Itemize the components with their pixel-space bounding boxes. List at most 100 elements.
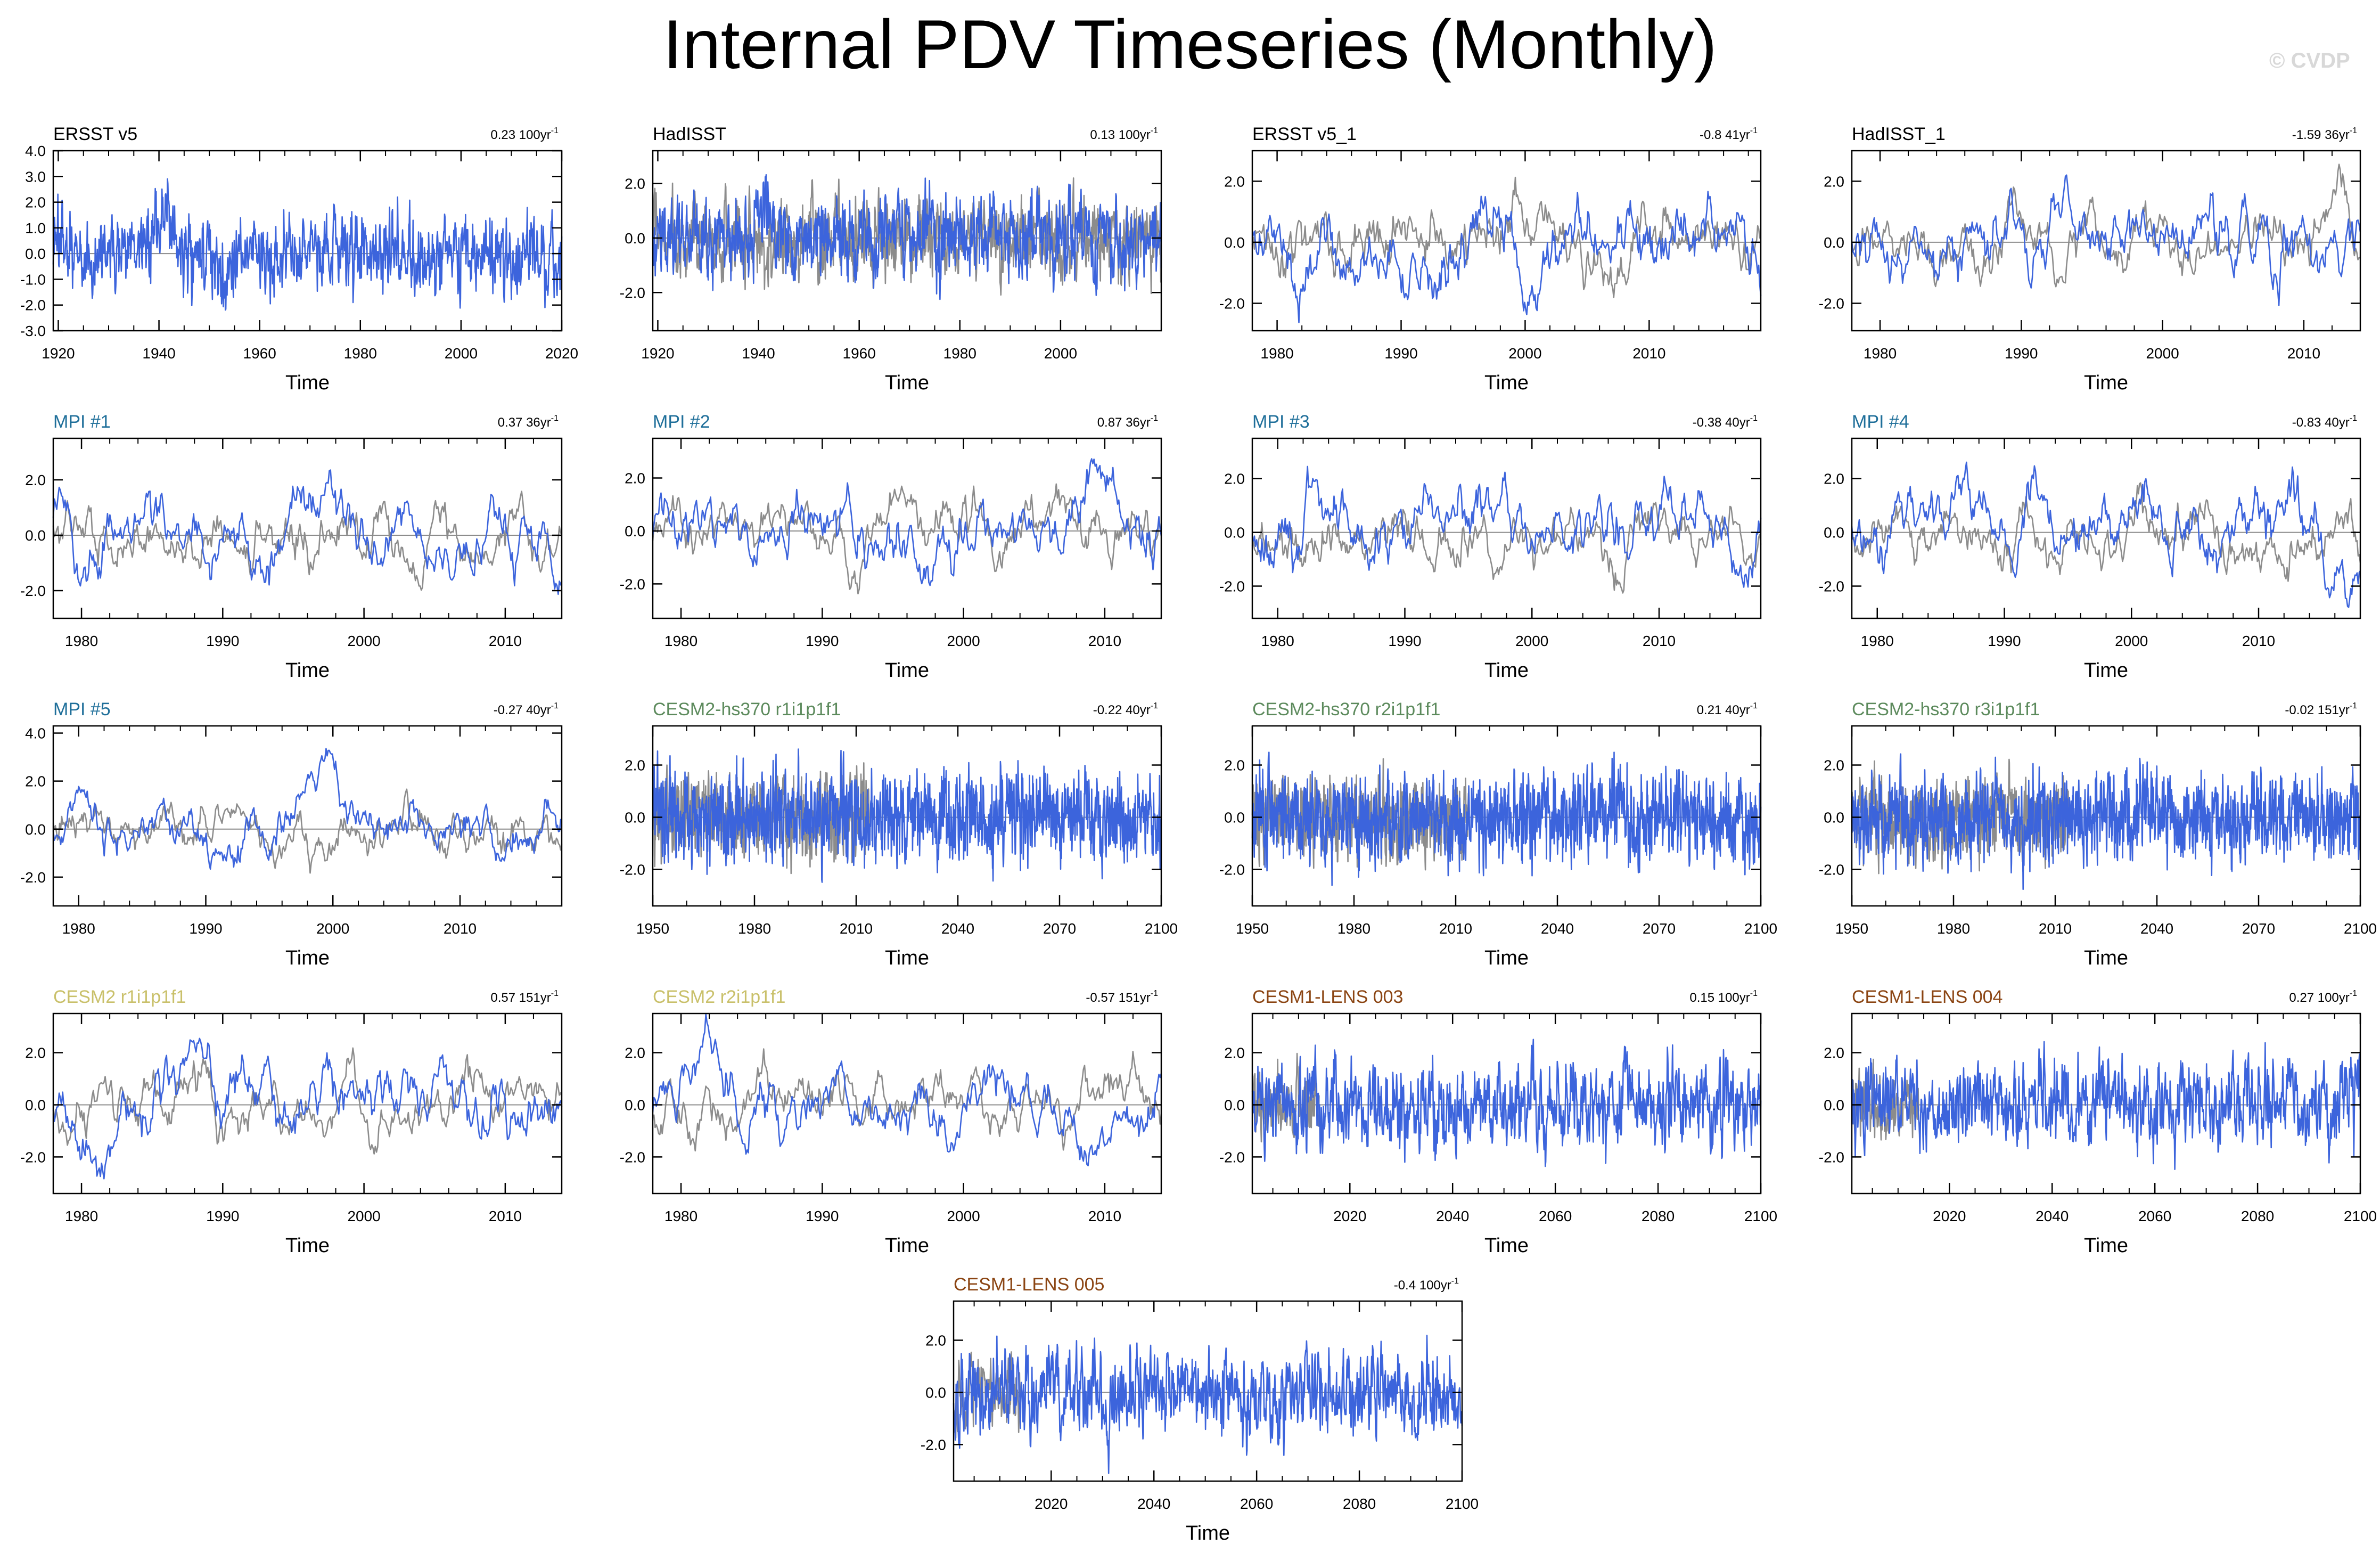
y-tick-label: 0.0	[1824, 234, 1844, 251]
y-tick-label: -2.0	[1819, 861, 1844, 878]
y-tick-label: 2.0	[1224, 173, 1245, 190]
trend-label: 0.21 40yr-1	[1697, 701, 1758, 717]
x-axis-label: Time	[1484, 372, 1529, 394]
x-tick-label: 2040	[2140, 920, 2173, 937]
panel-title: CESM1-LENS 005	[954, 1274, 1104, 1295]
x-tick-label: 2020	[1333, 1208, 1366, 1224]
x-tick-label: 1920	[641, 345, 674, 362]
plot-frame	[52, 725, 563, 907]
model-series-line	[1252, 465, 1762, 588]
y-tick-label: 2.0	[1824, 757, 1844, 773]
x-tick-label: 1980	[344, 345, 377, 362]
model-series-line	[1251, 191, 1762, 323]
y-tick-label: 2.0	[25, 194, 46, 211]
trend-label: 0.37 36yr-1	[498, 414, 559, 430]
x-tick-label: 2040	[1436, 1208, 1469, 1224]
x-tick-label: 2010	[1088, 1208, 1121, 1224]
x-axis-label: Time	[285, 659, 330, 682]
model-series-line	[52, 1037, 563, 1180]
x-tick-label: 2060	[2138, 1208, 2171, 1224]
panel-5: MPI #1 0.37 36yr-1 1980 1990 2000 2010 2.0 0.0 -…	[20, 412, 563, 682]
x-tick-label: 1990	[1384, 345, 1417, 362]
x-tick-label: 2100	[1145, 920, 1178, 937]
x-tick-label: 2010	[2287, 345, 2320, 362]
x-tick-label: 2100	[2344, 920, 2377, 937]
panel-title: CESM2-hs370 r2i1p1f1	[1252, 699, 1440, 720]
y-tick-label: 0.0	[625, 230, 645, 247]
y-tick-label: -2.0	[1219, 578, 1245, 594]
x-tick-label: 1920	[42, 345, 75, 362]
x-tick-label: 2000	[445, 345, 478, 362]
y-tick-label: 0.0	[1224, 525, 1245, 541]
x-tick-label: 2080	[1642, 1208, 1675, 1224]
panel-1: ERSST v5 0.23 100yr-1 1920 1940 1960 1980 2000…	[20, 124, 578, 394]
x-tick-label: 2070	[1643, 920, 1676, 937]
x-tick-label: 2000	[1515, 633, 1548, 649]
y-tick-label: -2.0	[20, 869, 46, 886]
y-tick-label: -2.0	[1819, 295, 1844, 312]
x-tick-label: 2100	[1446, 1495, 1479, 1512]
x-tick-label: 1980	[943, 345, 976, 362]
x-tick-label: 1960	[243, 345, 276, 362]
panel-17: CESM1-LENS 005 -0.4 100yr-1 2020 2040 2060 20…	[921, 1274, 1479, 1544]
y-tick-label: 2.0	[1824, 1044, 1844, 1061]
y-tick-label: 0.0	[625, 809, 645, 826]
x-tick-label: 1990	[806, 1208, 839, 1224]
x-tick-label: 1980	[1261, 633, 1294, 649]
x-tick-label: 2020	[1035, 1495, 1068, 1512]
y-tick-label: 4.0	[25, 725, 46, 742]
x-tick-label: 1980	[62, 920, 95, 937]
x-tick-label: 2010	[489, 633, 522, 649]
panel-title: HadISST	[653, 124, 726, 144]
x-tick-label: 1980	[1337, 920, 1370, 937]
trend-label: 0.23 100yr-1	[490, 126, 559, 142]
plot-frame	[52, 1012, 563, 1195]
x-tick-label: 2040	[2036, 1208, 2069, 1224]
x-tick-label: 2100	[1744, 920, 1777, 937]
y-tick-label: -2.0	[620, 576, 645, 592]
panel-title: CESM1-LENS 003	[1252, 987, 1403, 1007]
x-tick-label: 1980	[1861, 633, 1894, 649]
x-tick-label: 2100	[2344, 1208, 2377, 1224]
trend-label: -0.27 40yr-1	[494, 701, 559, 717]
x-tick-label: 1990	[189, 920, 222, 937]
x-axis-label: Time	[285, 947, 330, 969]
y-tick-label: 0.0	[25, 246, 46, 262]
panel-title: CESM2-hs370 r1i1p1f1	[653, 699, 841, 720]
trend-label: -0.57 151yr-1	[1086, 989, 1158, 1005]
x-tick-label: 1940	[742, 345, 775, 362]
plot-frame	[1251, 150, 1762, 332]
panel-3: ERSST v5_1 -0.8 41yr-1 1980 1990 2000 2010 2.0…	[1219, 124, 1762, 394]
panel-title: ERSST v5	[53, 124, 137, 144]
y-tick-label: 2.0	[1224, 1044, 1245, 1061]
x-tick-label: 2070	[2242, 920, 2275, 937]
y-tick-label: 2.0	[1224, 471, 1245, 487]
model-series-line	[1851, 174, 2361, 306]
model-series-line	[52, 178, 563, 311]
x-tick-label: 1990	[206, 1208, 239, 1224]
x-tick-label: 1980	[1260, 345, 1293, 362]
panel-11: CESM2-hs370 r2i1p1f1 0.21 40yr-1 1950 1980 2…	[1219, 699, 1777, 969]
x-tick-label: 1990	[206, 633, 239, 649]
x-tick-label: 2100	[1744, 1208, 1777, 1224]
y-tick-label: 0.0	[625, 523, 645, 540]
panel-15: CESM1-LENS 003 0.15 100yr-1 2020 2040 2060 20…	[1219, 987, 1777, 1257]
model-series-line	[953, 1335, 1463, 1474]
model-series-line	[52, 469, 563, 595]
x-tick-label: 2000	[1508, 345, 1541, 362]
y-tick-label: 4.0	[25, 143, 46, 159]
x-tick-label: 1940	[142, 345, 175, 362]
trend-label: -0.4 100yr-1	[1394, 1277, 1459, 1293]
trend-label: 0.87 36yr-1	[1097, 414, 1158, 430]
panel-8: MPI #4 -0.83 40yr-1 1980 1990 2000 2010 2.0 0.0…	[1819, 412, 2361, 682]
observed-series-line	[1851, 164, 2361, 288]
x-tick-label: 1980	[1937, 920, 1970, 937]
y-tick-label: -2.0	[1219, 1149, 1245, 1165]
trend-label: -0.22 40yr-1	[1093, 701, 1158, 717]
y-tick-label: 2.0	[625, 470, 645, 487]
plot-frame	[953, 1300, 1463, 1482]
observed-series-line	[1251, 502, 1762, 594]
y-tick-label: 2.0	[25, 472, 46, 488]
y-tick-label: 0.0	[25, 1097, 46, 1113]
